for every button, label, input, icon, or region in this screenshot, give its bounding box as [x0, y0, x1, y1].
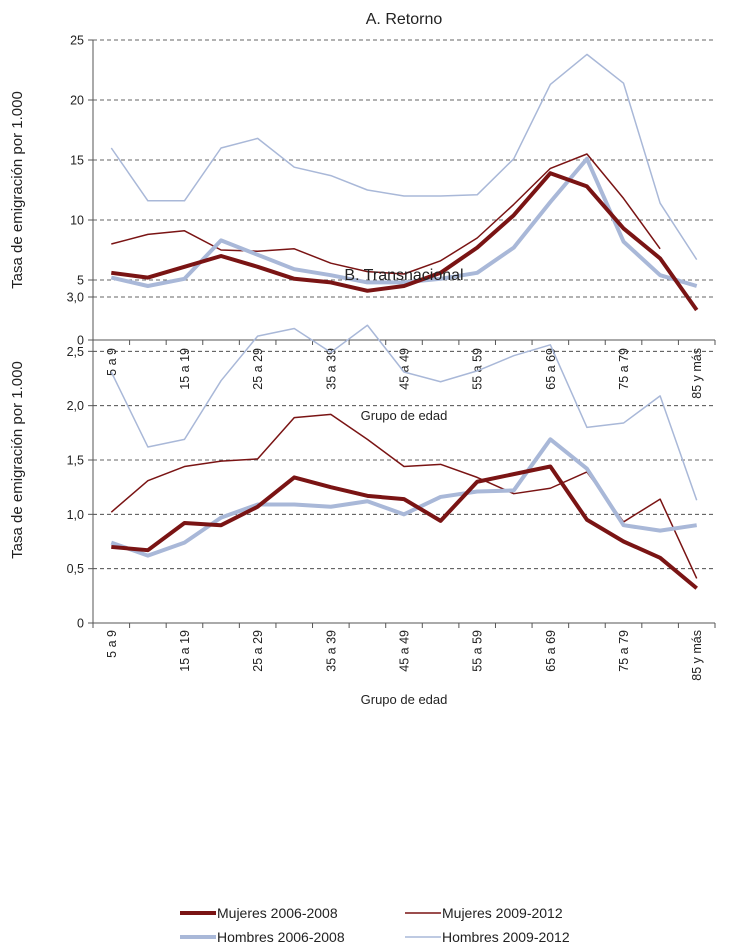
x-tick-label: 35 a 39	[324, 348, 338, 390]
series-line-hombres-2009-2012: Hombres 2009-2012	[110, 53, 698, 261]
y-tick-label: 25	[70, 34, 84, 48]
x-tick-label: 45 a 49	[398, 630, 412, 672]
y-tick-label: 0	[77, 334, 84, 348]
x-tick-label: 45 a 49	[398, 348, 412, 390]
legend-label: Mujeres 2009-2012	[442, 905, 563, 921]
x-axis-label: Grupo de edad	[361, 408, 448, 423]
x-tick-label: 85 y más	[690, 630, 704, 681]
y-axis-label: Tasa de emigración por 1.000	[9, 361, 26, 559]
x-tick-label: 25 a 29	[251, 348, 265, 390]
series-line-hombres-2009-2012: Hombres 2009-2012	[110, 324, 698, 501]
y-tick-label: 0	[77, 617, 84, 631]
x-tick-label: 55 a 59	[471, 630, 485, 672]
x-tick-label: 35 a 39	[324, 630, 338, 672]
x-tick-label: 75 a 79	[617, 348, 631, 390]
x-tick-label: 5 a 9	[105, 348, 119, 376]
series-line-mujeres-2009-2012: Mujeres 2009-2012	[110, 413, 698, 579]
chart-title: B. Transnacional	[344, 267, 463, 284]
y-tick-label: 2,5	[67, 345, 84, 359]
legend-item-hombres-2009-2012: Hombres 2009-2012	[405, 929, 570, 945]
legend-item-hombres-2006-2008: Hombres 2006-2008	[180, 929, 345, 945]
y-tick-label: 2,0	[67, 399, 84, 413]
x-tick-label: 5 a 9	[105, 630, 119, 658]
y-tick-label: 10	[70, 214, 84, 228]
y-axis-label: Tasa de emigración por 1.000	[9, 91, 26, 289]
y-tick-label: 3,0	[67, 291, 84, 305]
series-line-mujeres-2009-2012: Mujeres 2009-2012	[111, 153, 661, 275]
x-tick-label: 55 a 59	[471, 348, 485, 390]
chart-legend: Mujeres 2006-2008 Mujeres 2009-2012 Hombre…	[180, 905, 570, 945]
chart-panel-retorno: A. Retorno 0 5 10 15 20 25 5 a 9 15 a 19 25 a 29 3…	[9, 11, 716, 423]
x-tick-label: 15 a 19	[178, 630, 192, 672]
y-tick-label: 15	[70, 154, 84, 168]
legend-item-mujeres-2009-2012: Mujeres 2009-2012	[405, 905, 563, 921]
y-tick-label: 5	[77, 274, 84, 288]
series-line-hombres-2006-2008: Hombres 2006-2008	[110, 156, 698, 288]
x-tick-label: 15 a 19	[178, 348, 192, 390]
y-tick-label: 1,0	[67, 508, 84, 522]
y-tick-label: 20	[70, 94, 84, 108]
y-tick-label: 0,5	[67, 562, 84, 576]
x-tick-label: 25 a 29	[251, 630, 265, 672]
x-tick-label: 75 a 79	[617, 630, 631, 672]
y-tick-label: 1,5	[67, 454, 84, 468]
x-tick-label: 65 a 69	[544, 630, 558, 672]
chart-panel-transnacional: B. Transnacional 0 0,5 1,0 1,5 2,0 2,5 3,0 5 a 9…	[9, 267, 716, 707]
legend-label: Mujeres 2006-2008	[217, 905, 338, 921]
x-tick-label: 85 y más	[690, 348, 704, 399]
legend-item-mujeres-2006-2008: Mujeres 2006-2008	[180, 905, 338, 921]
legend-label: Hombres 2006-2008	[217, 929, 345, 945]
x-tick-label: 65 a 69	[544, 348, 558, 390]
x-axis-label: Grupo de edad	[361, 692, 448, 707]
legend-label: Hombres 2009-2012	[442, 929, 570, 945]
chart-title: A. Retorno	[366, 11, 443, 28]
series-line-mujeres-2006-2008: Mujeres 2006-2008	[111, 464, 698, 590]
series-line-mujeres-2006-2008: Mujeres 2006-2008	[111, 171, 699, 312]
